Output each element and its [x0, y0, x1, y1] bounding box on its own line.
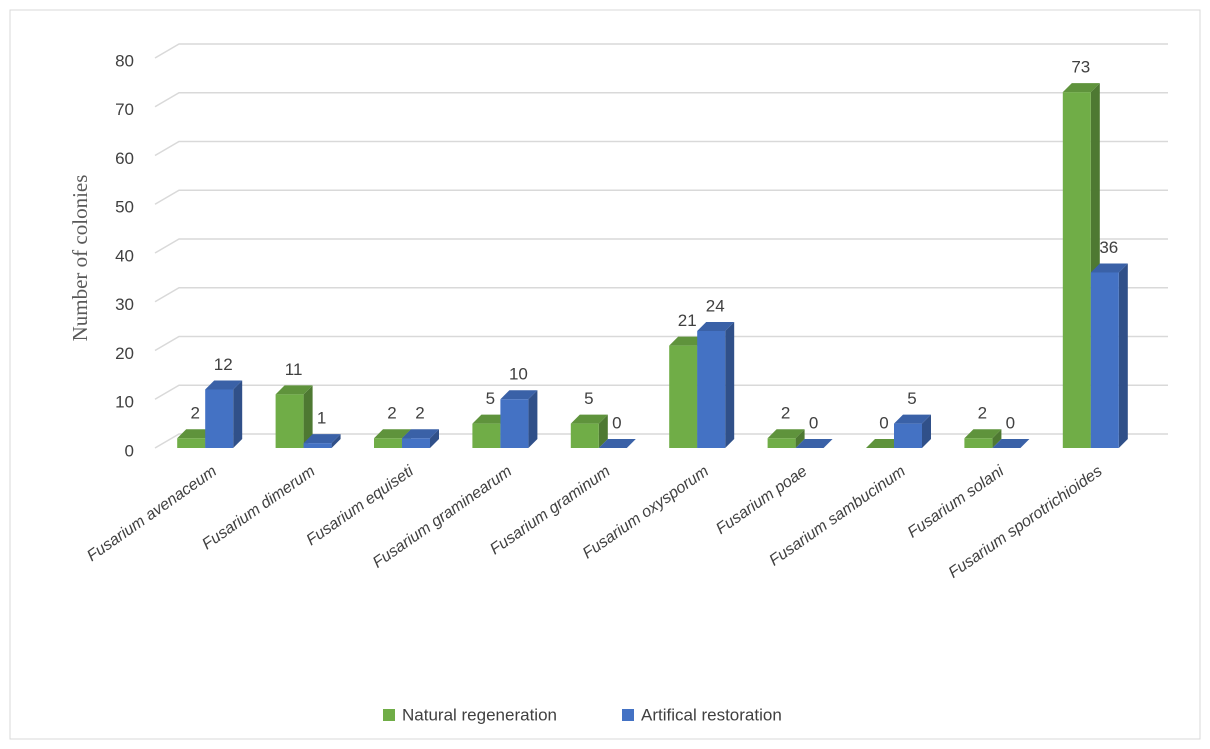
- bar-top: [1062, 83, 1100, 93]
- grid-line: [154, 92, 1168, 108]
- bar-top: [570, 414, 608, 424]
- bar: [177, 438, 206, 448]
- bar-top: [500, 390, 538, 400]
- grid-line: [154, 189, 1168, 205]
- legend-label: Artifical restoration: [641, 705, 782, 724]
- bar: [894, 423, 922, 448]
- bar-top: [275, 385, 313, 395]
- bar: [275, 394, 304, 448]
- bar: [303, 443, 332, 448]
- y-tick-label: 30: [115, 295, 134, 314]
- bar-top: [205, 380, 243, 390]
- bar: [1090, 272, 1119, 448]
- bar: [500, 399, 529, 448]
- grid-line: [154, 384, 1168, 400]
- bar-top: [964, 429, 1002, 439]
- y-tick-label: 20: [115, 344, 134, 363]
- data-label: 0: [879, 413, 888, 432]
- grid-line: [154, 140, 1168, 157]
- y-tick-label: 60: [115, 149, 134, 168]
- data-label: 2: [190, 404, 199, 423]
- bar: [402, 438, 430, 448]
- data-label: 5: [907, 389, 916, 408]
- bar-side: [430, 429, 439, 448]
- bar-top: [992, 439, 1030, 448]
- bar-side: [303, 385, 313, 448]
- data-label: 2: [781, 404, 790, 423]
- bar-top: [894, 414, 931, 424]
- bar: [669, 345, 698, 448]
- legend-swatch: [383, 709, 395, 721]
- bar-side: [331, 434, 341, 448]
- bar-top: [598, 439, 636, 448]
- grid-line: [154, 433, 1168, 449]
- bar-side: [992, 429, 1002, 448]
- y-tick-label: 80: [115, 51, 134, 70]
- bar: [697, 331, 726, 448]
- data-label: 5: [584, 389, 593, 408]
- grid-line: [154, 43, 1168, 59]
- data-label: 36: [1099, 238, 1118, 257]
- bar-side: [725, 322, 735, 448]
- data-label: 11: [285, 360, 303, 379]
- y-tick-label: 70: [115, 100, 134, 119]
- data-label: 1: [317, 409, 326, 428]
- bar-top: [697, 322, 735, 331]
- bar-side: [598, 414, 608, 448]
- grid-line: [154, 238, 1168, 254]
- bar: [1062, 92, 1091, 448]
- bar-top: [866, 439, 903, 448]
- data-label: 2: [415, 404, 424, 423]
- bar: [205, 389, 234, 448]
- y-tick-label: 40: [115, 246, 134, 265]
- bar-top: [669, 336, 707, 346]
- bar-side: [1118, 263, 1128, 448]
- bar-side: [922, 414, 931, 448]
- data-label: 0: [809, 413, 818, 432]
- bar-top: [472, 414, 510, 424]
- bar: [767, 438, 796, 448]
- bar-top: [374, 429, 411, 439]
- data-label: 24: [706, 296, 725, 315]
- legend-swatch: [622, 709, 634, 721]
- data-label: 10: [509, 365, 528, 384]
- data-label: 21: [678, 311, 697, 330]
- legend-label: Natural regeneration: [402, 705, 557, 724]
- bar-top: [795, 439, 833, 448]
- chart-border: [9, 9, 1201, 740]
- bar: [570, 423, 599, 448]
- y-tick-label: 50: [115, 198, 134, 217]
- y-tick-label: 0: [125, 441, 134, 460]
- bar: [964, 438, 993, 448]
- bar-top: [303, 434, 341, 444]
- bar-side: [233, 380, 243, 448]
- data-label: 0: [1006, 413, 1015, 432]
- bar-top: [1090, 263, 1128, 273]
- y-axis-title: Number of colonies: [68, 175, 92, 342]
- grid-line: [154, 287, 1168, 303]
- data-label: 0: [612, 413, 621, 432]
- bar-side: [795, 429, 805, 448]
- bar: [472, 423, 501, 448]
- bar-side: [528, 390, 538, 448]
- data-label: 5: [486, 389, 495, 408]
- bar-top: [767, 429, 805, 439]
- bar-top: [177, 429, 215, 439]
- bar: [374, 438, 402, 448]
- data-label: 2: [387, 404, 396, 423]
- y-tick-label: 10: [115, 393, 134, 412]
- grid-line: [154, 335, 1168, 352]
- data-label: 12: [214, 355, 233, 374]
- data-label: 73: [1071, 58, 1090, 77]
- bar-top: [402, 429, 439, 439]
- data-label: 2: [978, 404, 987, 423]
